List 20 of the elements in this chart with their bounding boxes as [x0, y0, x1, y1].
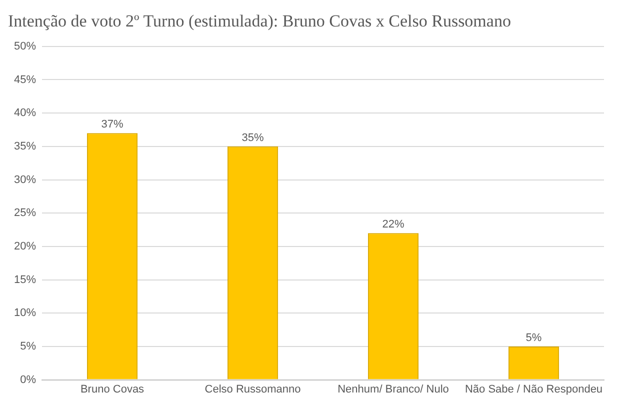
y-tick-label: 45% [14, 74, 36, 86]
y-tick-label: 0% [20, 374, 36, 386]
chart-title: Intenção de voto 2º Turno (estimulada): Bruno Covas x Celso Russomano [8, 12, 511, 31]
data-label: 35% [242, 132, 264, 144]
data-label: 22% [382, 218, 404, 231]
data-label: 5% [526, 332, 542, 344]
y-tick-label: 30% [14, 174, 36, 186]
data-label: 37% [101, 118, 124, 131]
y-tick-label: 35% [14, 140, 36, 152]
x-tick-label: Não Sabe / Não Respondeu [464, 383, 603, 396]
y-tick-label: 25% [14, 207, 36, 220]
x-tick-label: Bruno Covas [80, 383, 145, 396]
y-tick-label: 20% [14, 240, 36, 252]
y-tick-label: 15% [14, 274, 36, 286]
y-tick-label: 5% [20, 340, 36, 352]
y-tick-label: 10% [14, 307, 36, 320]
y-tick-label: 40% [14, 107, 36, 120]
x-tick-label: Nenhum/ Branco/ Nulo [338, 383, 449, 396]
y-tick-label: 50% [14, 40, 36, 52]
x-tick-label: Celso Russomanno [204, 383, 301, 396]
